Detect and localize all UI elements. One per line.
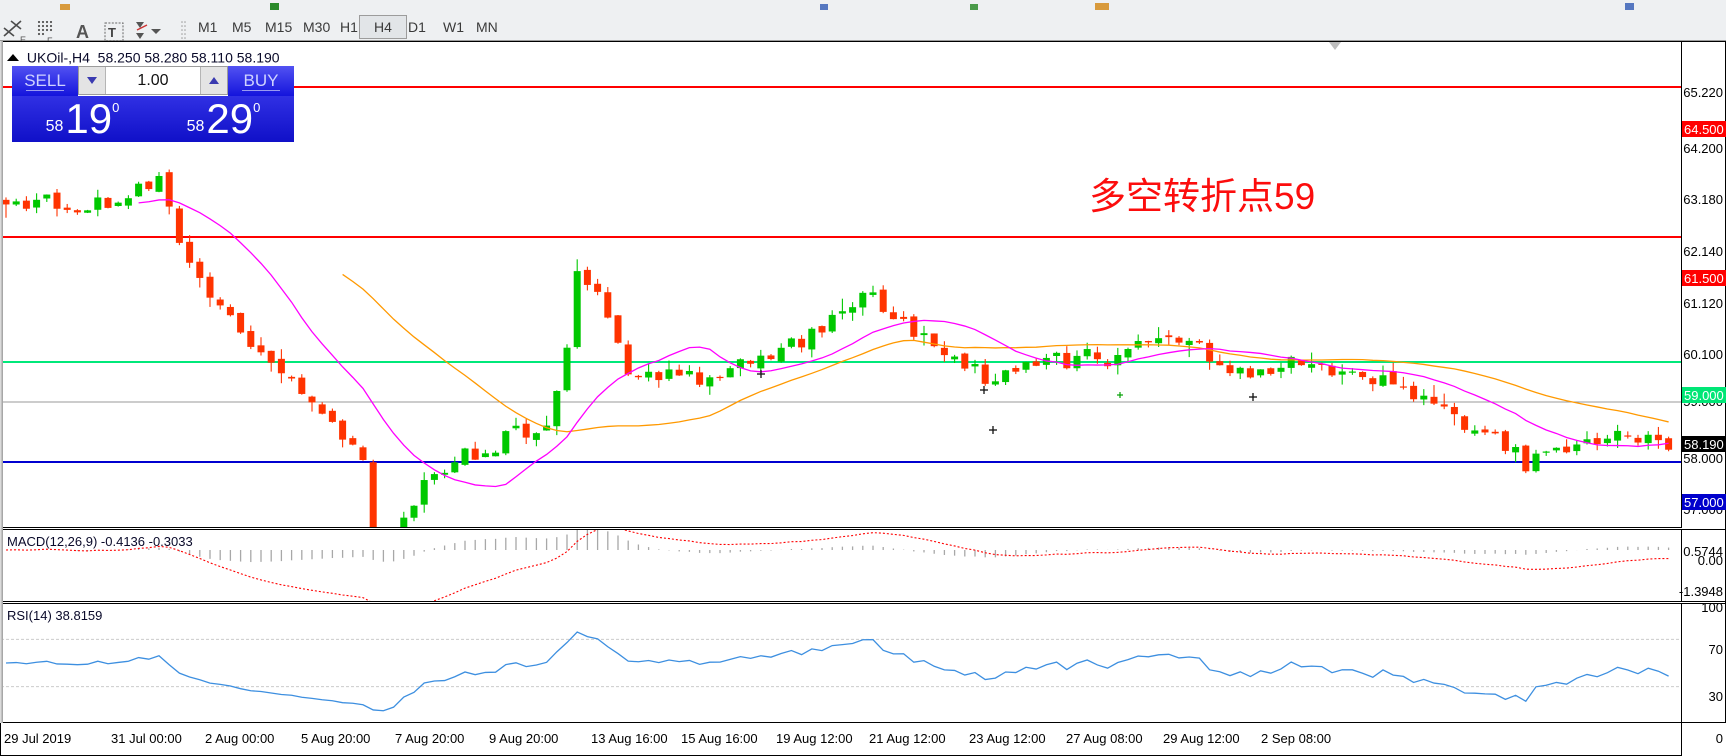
svg-text:T: T <box>108 25 116 40</box>
svg-text:多空转折点59: 多空转折点59 <box>1089 176 1315 217</box>
